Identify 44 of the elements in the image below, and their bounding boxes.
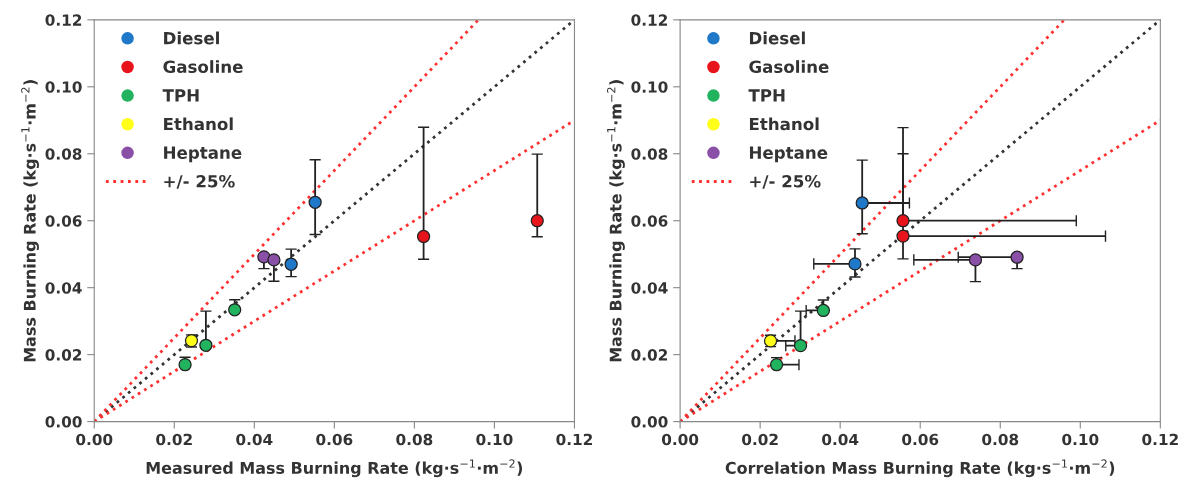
x-tick-label: 0.06 [902,433,939,446]
x-tick-label: 0.02 [742,433,778,446]
x-tick-label: 0.00 [661,433,699,446]
y-tick-label: 0.00 [631,416,668,428]
legend-label: Gasoline [163,60,243,74]
y-axis-title: Mass Burning Rate (kg·s$^{−1}$·m$^{−2}$) [607,80,625,362]
x-tick-label: 0.10 [476,433,513,446]
y-tick-label: 0.00 [45,416,82,428]
legend-label: Diesel [749,31,805,45]
x-tick-label: 0.04 [822,433,859,446]
y-tick-label: 0.12 [45,14,82,26]
legend-label: Ethanol [749,117,819,131]
y-tick-label: 0.08 [631,148,668,160]
y-tick-label: 0.06 [45,215,82,227]
y-tick-label: 0.04 [631,282,668,294]
x-tick-label: 0.12 [556,433,592,446]
y-tick-label: 0.10 [631,81,668,93]
y-tick-label: 0.06 [631,215,668,227]
x-axis-title: Correlation Mass Burning Rate (kg·s$^{−1}$·m$^{−2}$) [725,459,1115,478]
y-tick-label: 0.12 [631,14,667,26]
x-tick-label: 0.00 [76,433,113,446]
x-tick-label: 0.02 [156,433,192,446]
legend-label: Ethanol [164,117,233,131]
y-tick-label: 0.10 [45,81,82,93]
y-axis-title: Mass Burning Rate (kg·s$^{−1}$·m$^{−2}$) [21,80,39,362]
x-tick-label: 0.08 [396,433,433,446]
y-tick-label: 0.02 [45,349,82,361]
y-tick-label: 0.08 [45,148,82,160]
x-tick-label: 0.12 [1142,433,1178,446]
legend-label: Heptane [749,146,828,163]
x-tick-label: 0.08 [982,433,1019,446]
legend-label: TPH [162,89,199,102]
legend-label: +/- 25% [164,174,235,189]
x-tick-label: 0.06 [316,433,353,446]
x-axis-title: Measured Mass Burning Rate (kg·s$^{−1}$·m$^{−2}$) [146,459,523,478]
y-tick-label: 0.02 [631,349,667,361]
legend-label: Gasoline [749,60,829,74]
x-tick-label: 0.04 [236,433,273,446]
x-tick-label: 0.10 [1062,433,1099,446]
y-tick-label: 0.04 [45,282,82,294]
legend-label: Diesel [164,31,219,45]
legend-label: TPH [748,89,785,102]
legend-label: +/- 25% [750,174,821,189]
legend-label: Heptane [164,146,242,163]
